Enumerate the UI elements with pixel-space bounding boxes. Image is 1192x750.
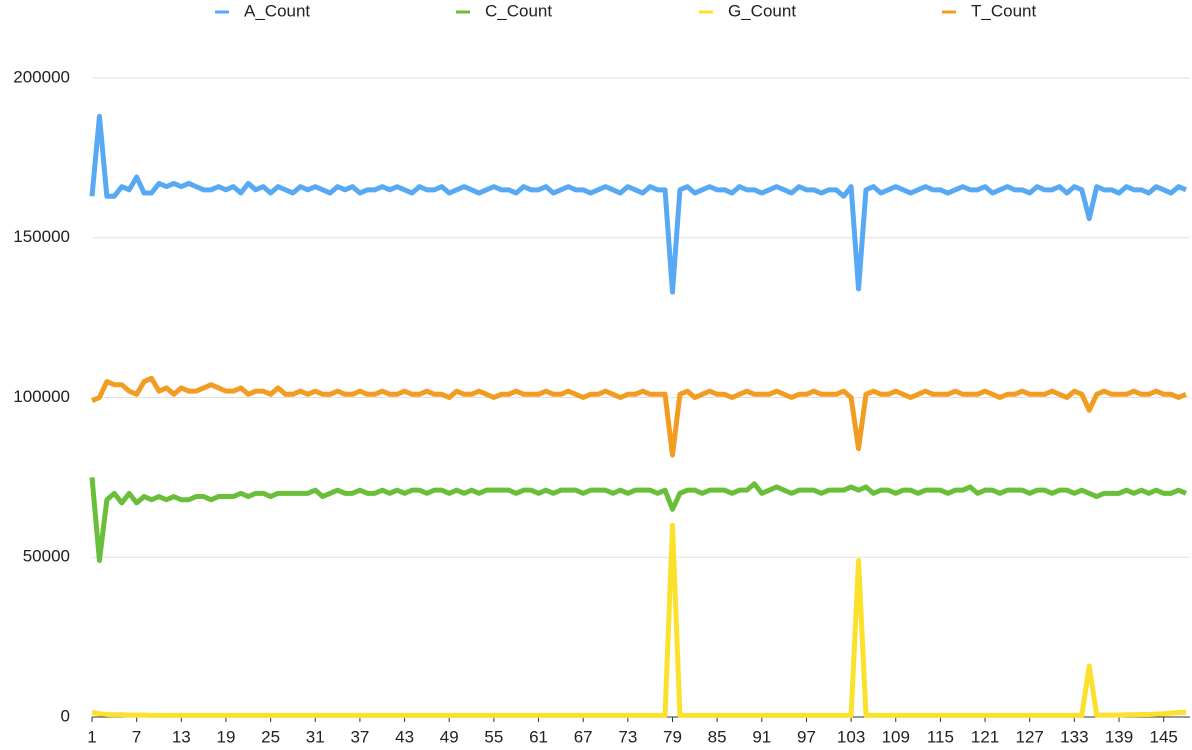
y-tick-label: 100000: [13, 387, 70, 406]
x-tick-label: 127: [1016, 727, 1044, 746]
x-tick-label: 133: [1060, 727, 1088, 746]
legend-label: T_Count: [971, 1, 1036, 20]
x-tick-label: 85: [708, 727, 727, 746]
x-tick-label: 1: [87, 727, 96, 746]
x-tick-label: 115: [927, 727, 954, 746]
x-tick-label: 79: [663, 727, 682, 746]
data-line: [91, 522, 1187, 718]
legend-label: C_Count: [485, 1, 552, 20]
y-tick-label: 200000: [13, 67, 70, 86]
x-tick-label: 121: [971, 727, 999, 746]
x-tick-label: 61: [529, 727, 548, 746]
x-tick-label: 103: [837, 727, 865, 746]
x-tick-label: 7: [132, 727, 141, 746]
x-tick-label: 31: [306, 727, 325, 746]
x-tick-label: 73: [618, 727, 637, 746]
x-tick-label: 13: [172, 727, 191, 746]
x-tick-label: 55: [484, 727, 503, 746]
data-line: [91, 375, 1187, 458]
legend-label: A_Count: [244, 1, 310, 20]
y-tick-label: 0: [61, 706, 70, 725]
data-line: [89, 477, 1187, 563]
legend-label: G_Count: [728, 1, 796, 20]
x-tick-label: 43: [395, 727, 414, 746]
y-tick-label: 50000: [23, 547, 70, 566]
x-tick-label: 19: [216, 727, 235, 746]
x-tick-label: 37: [350, 727, 369, 746]
x-tick-label: 97: [797, 727, 816, 746]
x-tick-label: 49: [440, 727, 459, 746]
x-tick-label: 67: [574, 727, 593, 746]
x-tick-label: 145: [1149, 727, 1177, 746]
x-tick-label: 109: [882, 727, 910, 746]
y-tick-label: 150000: [13, 227, 70, 246]
data-line: [89, 113, 1187, 295]
x-tick-label: 25: [261, 727, 280, 746]
x-tick-label: 139: [1105, 727, 1133, 746]
x-tick-label: 91: [752, 727, 771, 746]
